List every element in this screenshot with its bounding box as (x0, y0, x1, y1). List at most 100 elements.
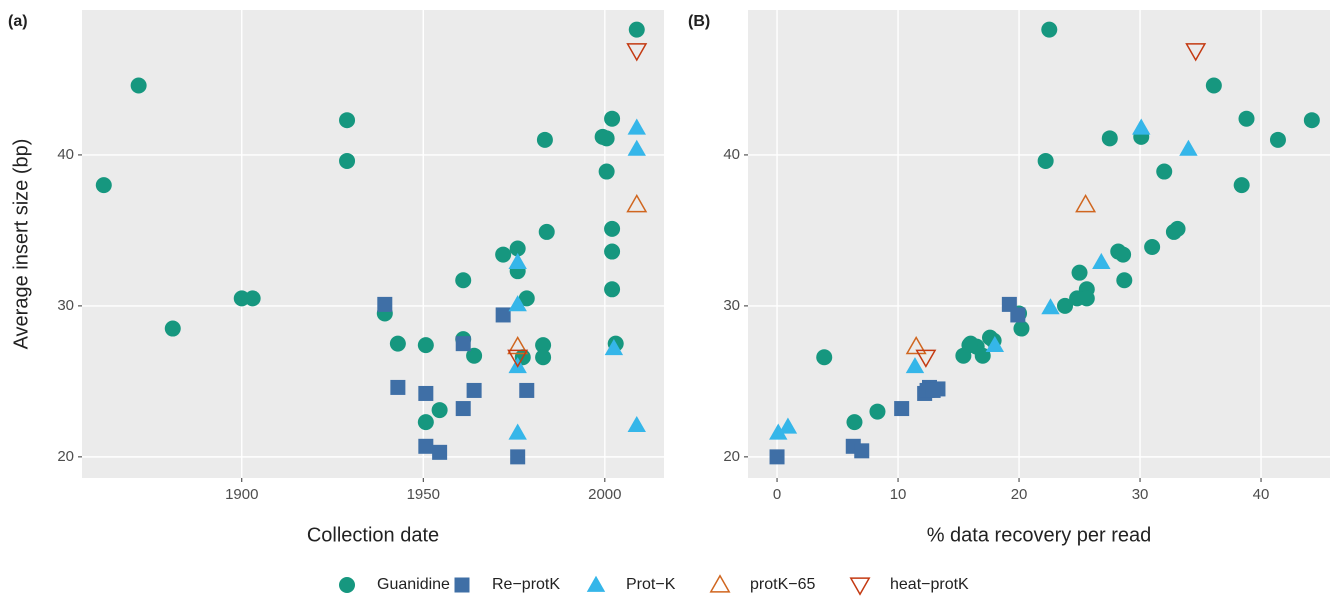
point (604, 338, 624, 356)
x-tick-label: 30 (1132, 486, 1149, 503)
point (905, 357, 925, 374)
point (1115, 246, 1132, 263)
x-tick-label: 1950 (407, 486, 440, 503)
point (1205, 77, 1222, 94)
legend-key (586, 575, 606, 592)
point (1041, 298, 1060, 315)
point (1179, 139, 1198, 156)
point (535, 349, 552, 366)
x-tick-label: 10 (890, 486, 907, 503)
point (1185, 43, 1207, 62)
point (95, 177, 112, 194)
x-tick-label: 2000 (588, 486, 621, 503)
x-tick-label: 0 (773, 486, 781, 503)
legend-key (339, 577, 355, 593)
point (244, 290, 261, 307)
point (1132, 118, 1151, 135)
x-tick-label: 1900 (225, 486, 258, 503)
point (339, 112, 356, 129)
point (628, 21, 645, 38)
point (985, 335, 1005, 353)
point (598, 163, 615, 180)
point (1101, 130, 1118, 147)
x-axis-label: Collection date (307, 524, 439, 546)
point (627, 415, 646, 433)
x-tick-label: 40 (1253, 486, 1270, 503)
point (1156, 163, 1173, 180)
point (339, 152, 356, 169)
y-tick-label: 40 (723, 146, 740, 163)
point (1071, 264, 1088, 281)
legend-label: heat−protK (890, 576, 969, 593)
point (431, 402, 448, 419)
y-tick-label: 30 (723, 297, 740, 314)
legend-label: protK−65 (750, 576, 815, 593)
point (869, 403, 886, 420)
point (604, 243, 621, 260)
point (508, 252, 527, 270)
point (778, 417, 798, 434)
point (389, 335, 406, 352)
point (626, 194, 648, 213)
point (455, 272, 472, 289)
x-tick-label: 20 (1011, 486, 1028, 503)
point (495, 307, 511, 323)
y-tick-label: 40 (57, 146, 74, 163)
y-axis-label: Average insert size (bp) (10, 139, 32, 350)
point (627, 139, 646, 156)
point (508, 423, 527, 440)
point (510, 449, 526, 465)
panel-title: (B) (688, 13, 710, 30)
point (769, 449, 785, 465)
point (854, 443, 870, 459)
legend-label: Prot−K (626, 576, 676, 593)
point (627, 118, 646, 135)
point (495, 246, 512, 263)
point (905, 335, 927, 355)
point (509, 240, 526, 257)
y-tick-label: 30 (57, 297, 74, 314)
point (377, 296, 393, 312)
point (604, 110, 621, 127)
point (519, 382, 535, 398)
y-tick-label: 20 (723, 448, 740, 465)
point (1013, 320, 1030, 337)
point (538, 223, 555, 240)
point (846, 414, 863, 431)
point (604, 281, 621, 298)
point (1116, 272, 1133, 289)
plot-background (82, 10, 664, 478)
point (508, 295, 527, 312)
point (1269, 131, 1286, 148)
point (626, 43, 648, 62)
point (1233, 177, 1250, 194)
y-tick-label: 20 (57, 448, 74, 465)
legend-key (454, 577, 470, 593)
legend-label: Guanidine (377, 576, 450, 593)
point (432, 444, 448, 460)
point (390, 379, 406, 395)
point (507, 349, 529, 368)
point (536, 131, 553, 148)
plot-background (748, 10, 1330, 478)
point (915, 349, 937, 368)
point (1169, 220, 1186, 237)
point (604, 220, 621, 237)
point (418, 385, 434, 401)
point (925, 382, 941, 398)
point (455, 401, 471, 417)
point (1075, 194, 1097, 213)
point (417, 337, 434, 354)
point (535, 337, 552, 354)
point (418, 438, 434, 454)
point (466, 382, 482, 398)
point (1238, 110, 1255, 127)
point (164, 320, 181, 337)
point (961, 337, 978, 354)
point (769, 423, 788, 440)
x-axis-label: % data recovery per read (927, 524, 1152, 546)
point (130, 77, 147, 94)
point (816, 349, 833, 366)
point (1037, 152, 1054, 169)
